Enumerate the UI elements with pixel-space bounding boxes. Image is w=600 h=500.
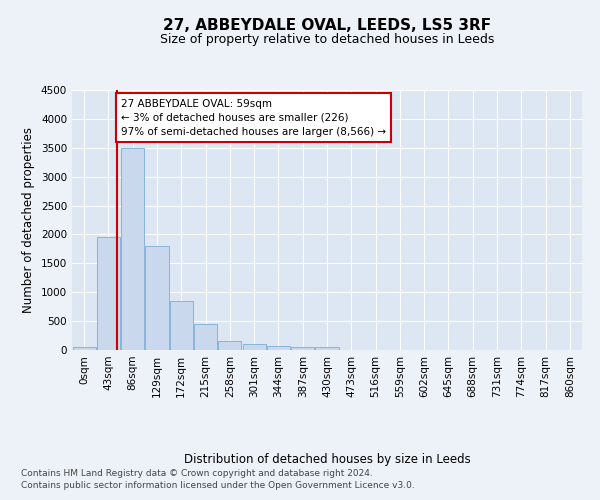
Text: 27, ABBEYDALE OVAL, LEEDS, LS5 3RF: 27, ABBEYDALE OVAL, LEEDS, LS5 3RF — [163, 18, 491, 32]
Y-axis label: Number of detached properties: Number of detached properties — [22, 127, 35, 313]
Bar — [121, 148, 144, 350]
Bar — [73, 347, 95, 350]
Bar — [291, 346, 314, 350]
Bar — [316, 347, 338, 350]
Bar — [145, 246, 169, 350]
X-axis label: Distribution of detached houses by size in Leeds: Distribution of detached houses by size … — [184, 452, 470, 466]
Text: Contains HM Land Registry data © Crown copyright and database right 2024.: Contains HM Land Registry data © Crown c… — [21, 468, 373, 477]
Bar — [170, 301, 193, 350]
Bar — [218, 342, 241, 350]
Bar — [267, 346, 290, 350]
Text: Size of property relative to detached houses in Leeds: Size of property relative to detached ho… — [160, 32, 494, 46]
Bar — [97, 238, 120, 350]
Text: Contains public sector information licensed under the Open Government Licence v3: Contains public sector information licen… — [21, 481, 415, 490]
Bar — [194, 324, 217, 350]
Bar — [242, 344, 266, 350]
Text: 27 ABBEYDALE OVAL: 59sqm
← 3% of detached houses are smaller (226)
97% of semi-d: 27 ABBEYDALE OVAL: 59sqm ← 3% of detache… — [121, 98, 386, 136]
